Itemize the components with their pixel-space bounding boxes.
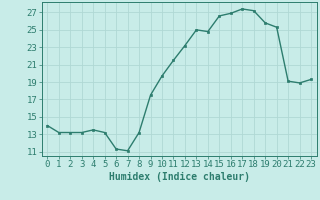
X-axis label: Humidex (Indice chaleur): Humidex (Indice chaleur) xyxy=(109,172,250,182)
